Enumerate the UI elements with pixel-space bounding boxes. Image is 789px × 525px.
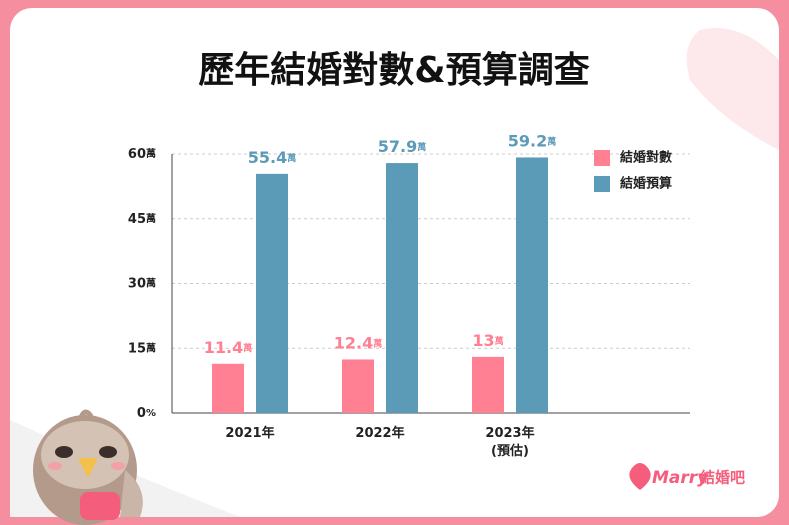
x-tick-label: 2021年 [225,425,274,441]
x-tick-label: 2022年 [355,425,404,441]
y-tick-label: 0% [137,406,156,421]
y-tick-label: 45萬 [128,211,156,226]
chart-title: 歷年結婚對數&預算調查 [198,50,589,91]
bar [472,356,504,413]
bar [386,163,418,413]
value-label: 59.2萬 [508,131,557,150]
legend-swatch [594,176,610,192]
bar [256,173,288,413]
decoration [686,28,779,150]
y-tick-label: 30萬 [128,276,156,291]
value-label: 55.4萬 [248,147,297,166]
value-label: 11.4萬 [204,337,253,356]
value-label: 57.9萬 [378,137,427,156]
y-tick-label: 15萬 [128,341,156,356]
x-tick-label: 2023年(預估) [485,425,534,459]
mascot [33,409,143,525]
logo-name: 結婚吧 [700,469,745,487]
y-tick-label: 60萬 [128,147,156,162]
bar [516,157,548,413]
legend-label: 結婚對數 [620,150,672,166]
value-label: 12.4萬 [334,333,383,352]
legend-swatch [594,150,610,166]
value-label: 13萬 [472,330,503,349]
logo: Marry 結婚吧 [629,463,745,490]
legend-label: 結婚預算 [620,176,672,192]
logo-brand: Marry [652,468,709,488]
bar [212,363,244,413]
bar [342,359,374,413]
